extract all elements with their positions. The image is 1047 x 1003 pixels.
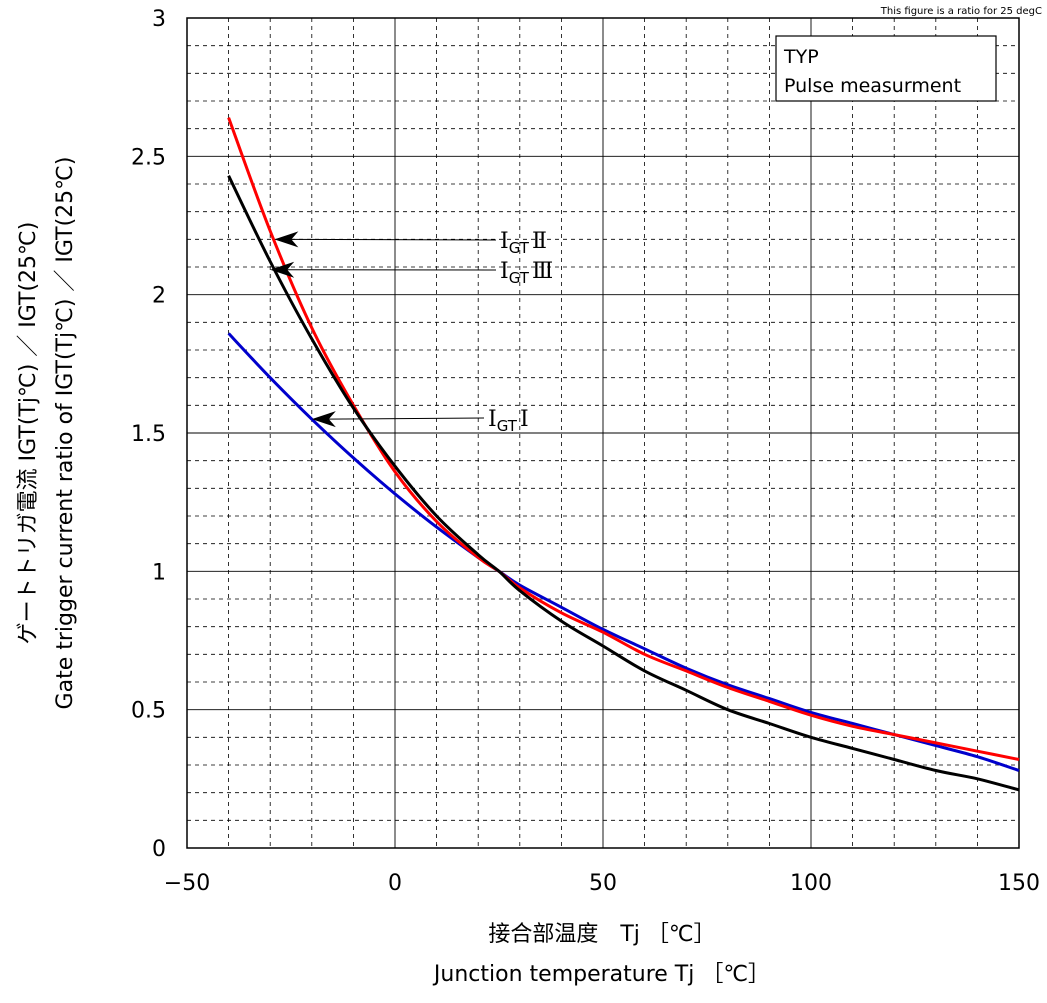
curve-annotation: IGT Ⅱ: [274, 229, 547, 257]
series-layer: [227, 117, 1020, 792]
curve-annotation: IGT Ⅰ: [311, 407, 529, 435]
x-tick-label: 150: [998, 871, 1040, 896]
y-tick-label: 2: [152, 284, 166, 309]
plot-frame: [186, 17, 1020, 849]
curve-label: IGT Ⅱ: [500, 229, 547, 257]
series-line-3: [227, 175, 1020, 792]
y-axis-title-ja: ゲートトリガ電流 IGT(Tj℃) ／ IGT(25℃): [16, 222, 41, 645]
annotation-leader-line: [288, 238, 497, 241]
annotation-arrowhead: [274, 231, 299, 248]
curve-label: IGT Ⅰ: [488, 407, 529, 435]
legend-line-pulse: Pulse measurment: [784, 75, 961, 97]
y-tick-label: 1: [152, 560, 166, 585]
annotation-arrowhead: [311, 411, 336, 428]
x-tick-label: 100: [790, 871, 832, 896]
legend-frame: [775, 35, 997, 102]
x-tick-labels: −50 0 50 100 150: [164, 871, 1040, 896]
y-tick-label: 1.5: [131, 422, 166, 447]
y-axis-title-en: Gate trigger current ratio of IGT(Tj℃) ／…: [53, 157, 78, 710]
annotation-leader-line: [325, 417, 485, 420]
y-tick-label: 2.5: [131, 145, 166, 170]
x-axis-title-en: Junction temperature Tj ［℃］: [432, 962, 770, 987]
y-tick-labels: 0 0.5 1 1.5 2 2.5 3: [131, 7, 166, 862]
chart-note: This figure is a ratio for 25 degC: [880, 6, 1042, 17]
x-tick-label: 50: [589, 871, 617, 896]
legend-box: TYP Pulse measurment: [775, 35, 997, 102]
x-axis-title-ja: 接合部温度 Tj ［℃］: [488, 922, 715, 947]
major-grid: [187, 18, 1019, 848]
x-tick-label: 0: [388, 871, 402, 896]
annotation-arrowhead: [270, 261, 295, 278]
series-line-2: [227, 117, 1020, 761]
y-tick-label: 0.5: [131, 699, 166, 724]
y-tick-label: 3: [152, 7, 166, 32]
legend-line-typ: TYP: [783, 46, 819, 68]
y-tick-label: 0: [152, 837, 166, 862]
curve-annotation: IGT Ⅲ: [270, 259, 553, 287]
curve-label: IGT Ⅲ: [500, 259, 553, 287]
x-tick-label: −50: [164, 871, 210, 896]
